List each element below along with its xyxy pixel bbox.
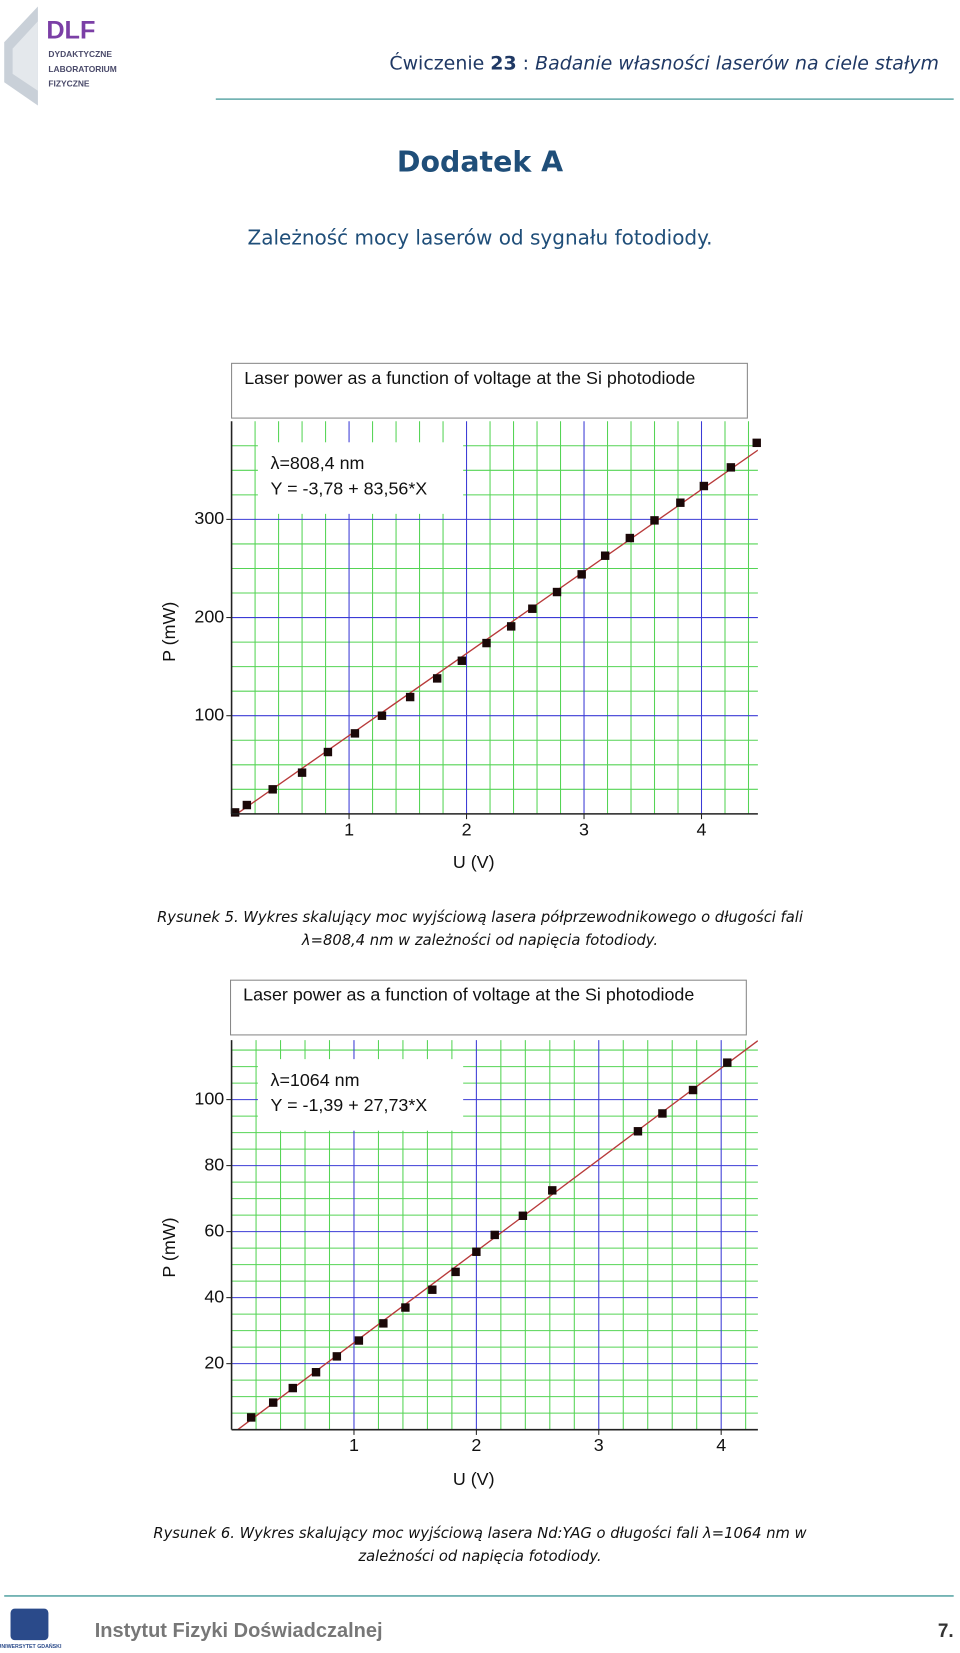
data-point (405, 692, 415, 702)
chart-title: Laser power as a function of voltage at … (244, 368, 695, 388)
chart-title: Laser power as a function of voltage at … (243, 985, 694, 1005)
header-title: Badanie własności laserów na ciele stały… (535, 52, 939, 74)
title-box (231, 362, 748, 419)
data-point (323, 747, 333, 757)
data-point (676, 498, 685, 507)
y-tick-label: 300 (194, 508, 224, 528)
caption: zależności od napięcia fotodiody. (357, 1548, 601, 1565)
data-point (490, 1230, 499, 1240)
y-tick-label: 100 (194, 1088, 224, 1108)
header-prefix: Ćwiczenie (389, 50, 484, 74)
footer-logo (10, 1608, 49, 1641)
data-point (457, 656, 467, 665)
data-point (230, 808, 240, 817)
data-point (472, 1247, 481, 1256)
data-point (332, 1352, 342, 1361)
data-point (577, 570, 586, 579)
x-tick-label: 3 (579, 819, 589, 839)
data-point (288, 1383, 297, 1393)
annotation: λ=1064 nm (271, 1070, 360, 1090)
data-point (354, 1336, 364, 1345)
data-point (723, 1058, 732, 1067)
y-axis-label: P (mW) (159, 1217, 179, 1277)
x-axis-label: U (V) (453, 1469, 495, 1489)
title-box (229, 979, 747, 1036)
header-number: 23 (490, 52, 516, 74)
x-tick-label: 3 (594, 1435, 604, 1455)
y-tick-label: 200 (194, 606, 224, 626)
y-tick-label: 60 (204, 1220, 224, 1240)
data-point (377, 711, 387, 720)
data-point (246, 1413, 256, 1422)
logo-shape (12, 21, 38, 91)
y-tick-label: 100 (194, 704, 224, 724)
data-point (432, 674, 442, 683)
page-subtitle: Zależność mocy laserów od sygnału fotodi… (248, 226, 713, 250)
data-point (688, 1085, 698, 1095)
data-point (297, 768, 307, 777)
data-point (518, 1211, 528, 1220)
data-point (482, 638, 491, 648)
caption: Rysunek 5. Wykres skalujący moc wyjściow… (157, 909, 804, 926)
logo-abbr: DLF (46, 16, 95, 44)
footer-institute: Instytut Fizyki Doświadczalnej (95, 1620, 383, 1642)
x-tick-label: 2 (462, 819, 472, 839)
x-tick-label: 2 (471, 1435, 481, 1455)
fit-line (235, 449, 758, 814)
data-point (600, 551, 610, 560)
y-tick-label: 20 (204, 1352, 224, 1372)
x-tick-label: 4 (697, 819, 707, 839)
x-axis-label: U (V) (453, 852, 495, 872)
data-point (633, 1127, 643, 1136)
caption: λ=808,4 nm w zależności od napięcia foto… (301, 932, 658, 949)
data-point (268, 1398, 278, 1407)
data-point (752, 438, 761, 448)
x-tick-label: 1 (349, 1435, 359, 1455)
page-title: Dodatek A (397, 145, 563, 178)
caption: Rysunek 6. Wykres skalujący moc wyjściow… (153, 1525, 807, 1542)
logo-text: LABORATORIUM (48, 64, 116, 74)
footer-university: UNIWERSYTET GDAŃSKI (0, 1642, 62, 1650)
data-point (552, 587, 562, 597)
data-point (242, 800, 252, 810)
data-point (506, 622, 516, 631)
data-point (350, 729, 360, 738)
y-axis-label: P (mW) (159, 602, 179, 662)
data-point (699, 481, 709, 491)
data-point (401, 1303, 410, 1312)
data-point (658, 1109, 667, 1118)
logo-text: FIZYCZNE (48, 79, 89, 89)
data-point (268, 785, 277, 794)
data-point (528, 604, 537, 613)
x-tick-label: 4 (716, 1435, 726, 1455)
logo-text: DYDAKTYCZNE (48, 49, 112, 59)
data-point (379, 1319, 388, 1328)
data-point (726, 463, 736, 472)
y-tick-label: 40 (204, 1286, 224, 1306)
annotation: Y = -3,78 + 83,56*X (271, 478, 428, 498)
annotation-box (257, 1059, 464, 1131)
annotation-box (257, 442, 464, 514)
data-point (548, 1186, 557, 1195)
data-point (428, 1285, 437, 1294)
data-point (311, 1368, 321, 1377)
data-point (451, 1267, 460, 1277)
header-sep: : (523, 52, 529, 74)
x-tick-label: 1 (344, 819, 354, 839)
y-tick-label: 80 (204, 1154, 224, 1174)
header-text: Ćwiczenie 23 : Badanie własności laserów… (389, 50, 939, 74)
data-point (650, 516, 659, 525)
annotation: λ=808,4 nm (271, 453, 365, 473)
data-point (625, 533, 635, 543)
annotation: Y = -1,39 + 27,73*X (271, 1095, 428, 1115)
footer-page: 7. (938, 1621, 954, 1642)
